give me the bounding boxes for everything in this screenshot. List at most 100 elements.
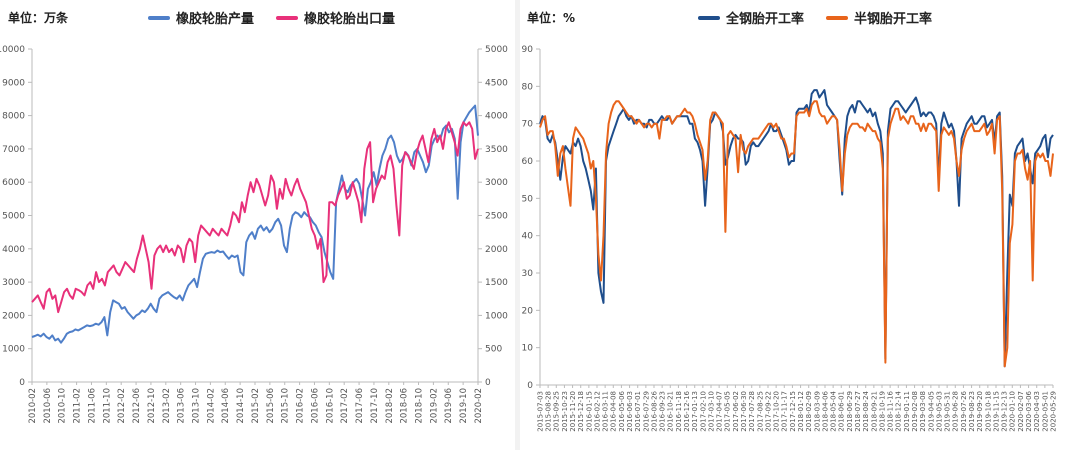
right-x-tick-label: 2018-06-01	[838, 391, 846, 432]
right-x-tick-label: 2020-04-03	[1033, 391, 1041, 432]
right-x-tick-label: 2020-05-01	[1041, 391, 1049, 432]
left-chart-panel: 单位：万条 橡胶轮胎产量 橡胶轮胎出口量 0 1000 2000 3000 4000 50…	[0, 0, 515, 450]
left-x-tick-label: 2010-02	[28, 388, 38, 424]
right-x-tick-label: 2017-05-05	[724, 391, 732, 432]
right-x-tick-label: 2017-08-25	[756, 391, 764, 432]
left-x-tick-label: 2013-10	[192, 388, 202, 424]
right-x-tick-label: 2017-06-30	[740, 391, 748, 432]
right-x-tick-label: 2015-07-03	[536, 391, 544, 432]
left-y-tick-label: 8000	[2, 112, 25, 122]
left-y-tick-label: 1000	[2, 345, 25, 355]
right-x-tick-label: 2018-01-12	[797, 391, 805, 432]
left-x-tick-label: 2013-06	[177, 388, 187, 424]
right-y-tick-label: 70	[522, 120, 534, 130]
left-x-tick-label: 2019-06	[444, 388, 454, 424]
right-x-tick-label: 2020-02-07	[1017, 391, 1025, 432]
left-y-tick-label: 9000	[2, 78, 25, 88]
panel-divider	[515, 0, 520, 450]
right-x-tick-label: 2018-06-29	[846, 391, 854, 432]
left-x-tick-label: 2018-02	[385, 388, 395, 424]
legend-swatch-semi-steel	[826, 15, 849, 20]
right-y-tick-label: 50	[522, 194, 534, 204]
right-y-tick-label: 40	[522, 232, 534, 242]
right-x-tick-label: 2019-03-08	[919, 391, 927, 432]
right-x-tick-label: 2018-11-16	[887, 390, 895, 431]
right-x-tick-label: 2019-01-11	[903, 391, 911, 432]
right-x-tick-label: 2019-05-31	[944, 391, 952, 432]
right-x-tick-label: 2016-01-15	[585, 391, 593, 432]
right-x-tick-label: 2016-10-21	[667, 391, 675, 432]
right-x-tick-label: 2016-03-11	[602, 391, 610, 432]
left-y2-tick-label: 1000	[485, 311, 508, 321]
left-y-tick-label: 6000	[2, 178, 25, 188]
right-x-tick-label: 2019-06-28	[952, 391, 960, 432]
legend-item-all-steel: 全钢胎开工率	[698, 8, 804, 27]
left-x-tick-label: 2013-02	[162, 388, 172, 424]
right-x-tick-label: 2020-05-29	[1049, 391, 1057, 432]
right-x-tick-label: 2019-07-26	[960, 390, 968, 431]
left-y-tick-label: 2000	[2, 311, 25, 321]
right-x-tick-label: 2017-09-22	[764, 391, 772, 432]
left-series-line-1	[31, 121, 479, 314]
left-x-tick-label: 2011-10	[102, 388, 112, 424]
left-x-tick-label: 2017-06	[355, 388, 365, 424]
right-x-tick-label: 2018-04-06	[821, 390, 829, 431]
right-y-tick-label: 0	[527, 381, 533, 391]
left-y2-tick-label: 3500	[485, 145, 508, 155]
right-series-line-0	[539, 89, 1054, 368]
right-x-tick-label: 2015-12-18	[577, 391, 585, 432]
right-x-tick-label: 2016-02-12	[593, 391, 601, 432]
right-x-tick-label: 2017-01-13	[691, 391, 699, 432]
right-x-tick-label: 2020-03-06	[1025, 390, 1033, 431]
right-x-tick-label: 2016-04-08	[610, 391, 618, 432]
left-x-tick-label: 2010-06	[43, 388, 53, 424]
legend-item-semi-steel: 半钢胎开工率	[826, 8, 932, 27]
right-x-tick-label: 2020-01-10	[1009, 391, 1017, 432]
right-series-line-1	[539, 100, 1054, 368]
left-y-tick-label: 7000	[2, 145, 25, 155]
right-x-tick-label: 2016-07-01	[634, 391, 642, 432]
right-x-tick-label: 2018-05-04	[830, 390, 838, 431]
right-x-tick-label: 2017-03-10	[707, 391, 715, 432]
right-x-tick-label: 2019-02-08	[911, 391, 919, 432]
left-x-tick-label: 2012-10	[147, 388, 157, 424]
right-x-tick-label: 2017-04-07	[716, 391, 724, 432]
right-x-tick-label: 2017-06-02	[732, 391, 740, 432]
left-y2-tick-label: 500	[485, 345, 502, 355]
left-y2-tick-label: 2000	[485, 245, 508, 255]
right-x-tick-label: 2019-10-18	[984, 391, 992, 432]
left-y2-tick-label: 4500	[485, 78, 508, 88]
right-x-tick-label: 2017-11-17	[781, 391, 789, 432]
right-x-tick-label: 2016-06-03	[626, 391, 634, 432]
right-chart-panel: 单位：% 全钢胎开工率 半钢胎开工率 0 10 20 30 40 50 60 70 80 90 20…	[520, 0, 1080, 450]
left-x-tick-label: 2015-10	[281, 388, 291, 424]
left-x-tick-label: 2014-02	[206, 388, 216, 424]
right-x-tick-label: 2015-08-28	[545, 391, 553, 432]
right-x-tick-label: 2016-09-23	[659, 391, 667, 432]
left-x-tick-label: 2012-02	[117, 388, 127, 424]
left-x-tick-label: 2010-10	[58, 388, 68, 424]
right-x-tick-label: 2019-04-05	[927, 391, 935, 432]
legend-label-all-steel: 全钢胎开工率	[726, 12, 805, 27]
right-unit-label: 单位：%	[527, 11, 576, 25]
left-y-tick-label: 3000	[2, 278, 25, 288]
legend-item-export: 橡胶轮胎出口量	[276, 8, 395, 27]
right-x-tick-label: 2019-08-23	[968, 391, 976, 432]
right-x-tick-label: 2018-12-14	[895, 390, 903, 431]
left-x-tick-label: 2016-10	[325, 388, 335, 424]
right-y-tick-label: 30	[522, 269, 534, 279]
left-x-tick-label: 2019-02	[429, 388, 439, 424]
right-legend: 全钢胎开工率 半钢胎开工率	[698, 8, 932, 27]
right-y-tick-label: 90	[522, 45, 534, 55]
left-chart-svg: 0100020003000400050006000700080009000100…	[0, 45, 508, 424]
left-y2-tick-label: 2500	[485, 212, 508, 222]
left-y2-tick-label: 1500	[485, 278, 508, 288]
right-x-tick-label: 2019-12-13	[1001, 391, 1009, 432]
right-y-tick-label: 20	[522, 306, 534, 316]
right-y-tick-label: 10	[522, 344, 534, 354]
right-x-tick-label: 2016-05-06	[618, 390, 626, 431]
right-x-tick-label: 2015-11-20	[569, 391, 577, 432]
left-unit-label: 单位：万条	[8, 11, 69, 25]
legend-label-export: 橡胶轮胎出口量	[304, 12, 396, 27]
left-x-tick-label: 2014-10	[236, 388, 246, 424]
